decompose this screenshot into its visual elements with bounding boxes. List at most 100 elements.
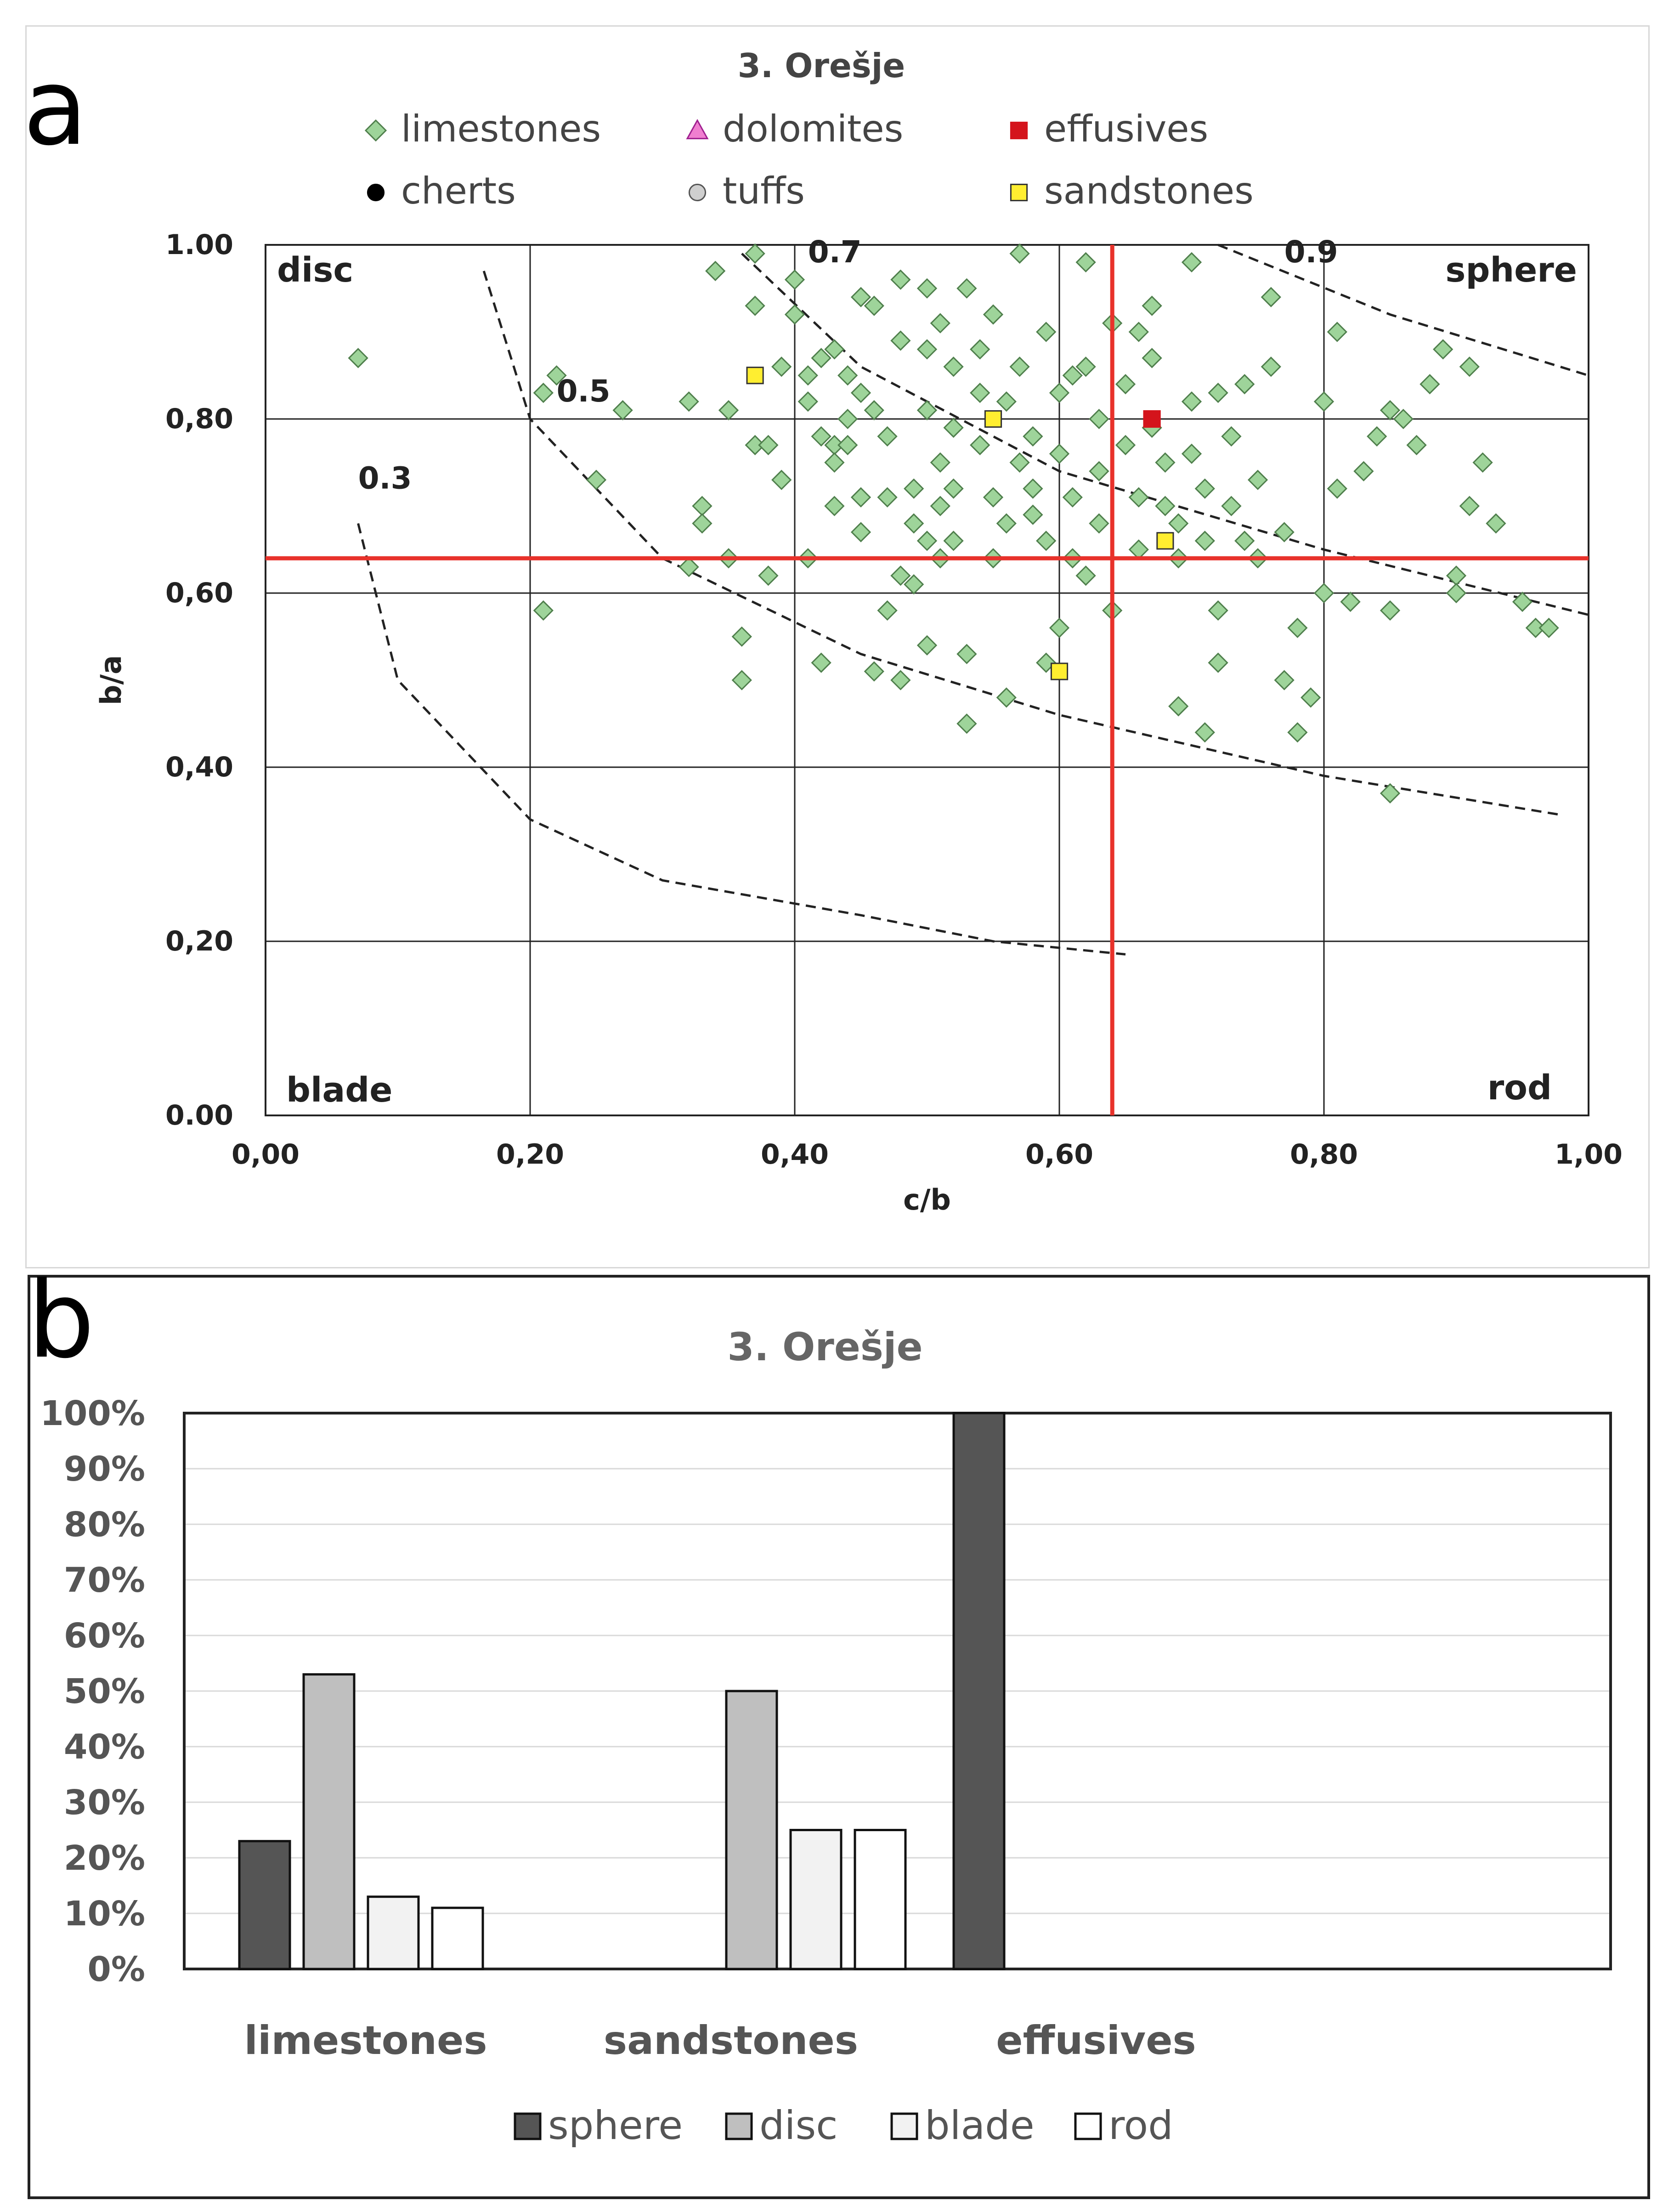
- legend-swatch-rod: [1074, 2112, 1102, 2140]
- sphericity-label: 0.7: [808, 234, 862, 270]
- point-limestones: [1009, 452, 1030, 473]
- point-limestones: [1075, 565, 1096, 586]
- point-limestones: [1023, 478, 1043, 499]
- point-limestones: [890, 269, 911, 290]
- point-limestones: [837, 365, 858, 386]
- point-limestones: [996, 391, 1017, 412]
- point-limestones: [1327, 322, 1347, 342]
- point-limestones: [1313, 391, 1335, 412]
- legend-label-effusives: effusives: [1044, 107, 1208, 150]
- bar-rod-limestones: [431, 1907, 484, 1970]
- point-limestones: [916, 339, 938, 360]
- y-tick-label: 1.00: [165, 229, 233, 261]
- legend-label-dolomites: dolomites: [723, 107, 903, 150]
- legend-swatch-disc: [725, 2112, 753, 2140]
- quadrant-label-rod: rod: [1487, 1068, 1552, 1108]
- sphericity-curve: [1217, 243, 1589, 377]
- point-limestones: [1287, 722, 1308, 743]
- point-limestones: [824, 496, 845, 516]
- point-limestones: [1247, 470, 1268, 490]
- point-sandstones: [746, 367, 764, 385]
- legend-swatch-blade: [890, 2112, 918, 2140]
- point-limestones: [1234, 374, 1255, 395]
- y-tick-label: 80%: [64, 1505, 145, 1544]
- point-limestones: [797, 365, 818, 386]
- point-limestones: [1459, 356, 1480, 377]
- point-limestones: [692, 513, 713, 534]
- point-limestones: [1353, 461, 1374, 481]
- sphericity-curve: [482, 271, 1562, 816]
- y-tick-label: 0,60: [165, 577, 233, 609]
- point-limestones: [1194, 722, 1215, 743]
- point-limestones: [1380, 400, 1401, 421]
- point-limestones: [1194, 531, 1215, 551]
- y-tick-label: 10%: [64, 1894, 145, 1934]
- point-limestones: [758, 435, 779, 455]
- point-limestones: [996, 687, 1017, 708]
- point-limestones: [1512, 591, 1533, 612]
- point-limestones: [1301, 687, 1321, 708]
- bar-sphere-effusives: [952, 1412, 1006, 1970]
- x-axis-label: c/b: [903, 1183, 951, 1216]
- y-tick-label: 50%: [64, 1672, 145, 1711]
- point-limestones: [1313, 583, 1335, 604]
- point-limestones: [1221, 426, 1242, 447]
- point-limestones: [850, 487, 871, 508]
- point-limestones: [1089, 461, 1109, 481]
- point-limestones: [1340, 591, 1361, 612]
- category-label: sandstones: [604, 2018, 858, 2064]
- point-limestones: [586, 470, 607, 490]
- legend-label-cherts: cherts: [401, 170, 516, 212]
- point-limestones: [1261, 356, 1281, 377]
- point-limestones: [1446, 583, 1467, 604]
- point-limestones: [1274, 522, 1295, 543]
- point-effusives: [1143, 410, 1161, 428]
- bar-disc-limestones: [302, 1673, 356, 1970]
- plot-area: [265, 244, 1589, 1116]
- legend-marker-dolomites: [686, 119, 709, 140]
- point-limestones: [1089, 513, 1109, 534]
- category-label: effusives: [996, 2018, 1196, 2064]
- point-limestones: [916, 531, 938, 551]
- sphericity-label: 0.5: [557, 373, 611, 409]
- point-limestones: [1168, 696, 1189, 717]
- point-limestones: [1142, 295, 1162, 316]
- point-limestones: [930, 496, 950, 516]
- legend-marker-sandstones: [1010, 183, 1028, 202]
- point-limestones: [916, 278, 938, 299]
- point-limestones: [1075, 356, 1096, 377]
- panel-a: 3. Orešje limestones dolomites effusives che…: [25, 25, 1650, 1268]
- point-limestones: [956, 644, 977, 664]
- point-limestones: [1380, 600, 1401, 621]
- point-limestones: [890, 670, 911, 690]
- x-tick-label: 0,20: [496, 1138, 564, 1171]
- legend-label-disc: disc: [759, 2103, 838, 2149]
- point-limestones: [1089, 408, 1109, 430]
- point-limestones: [1128, 322, 1149, 342]
- point-limestones: [758, 565, 779, 586]
- point-limestones: [970, 435, 990, 455]
- point-limestones: [943, 417, 964, 438]
- point-limestones: [877, 600, 898, 621]
- point-limestones: [1274, 670, 1295, 690]
- sphericity-label: 0.9: [1284, 234, 1338, 270]
- point-limestones: [1036, 322, 1057, 342]
- shape-bar-chart: 3. Orešje 0% 10% 20% 30% 40% 50% 60% 70% 80% 90% 10…: [40, 1324, 1612, 2149]
- point-limestones: [1009, 356, 1030, 377]
- y-tick-label: 0,80: [165, 403, 233, 435]
- point-limestones: [943, 356, 964, 377]
- legend-label-tuffs: tuffs: [723, 170, 805, 212]
- legend-label-limestones: limestones: [401, 107, 601, 150]
- point-limestones: [943, 531, 964, 551]
- quadrant-label-blade: blade: [286, 1070, 392, 1110]
- point-limestones: [811, 652, 831, 673]
- point-limestones: [1420, 374, 1440, 395]
- point-limestones: [797, 391, 818, 412]
- point-limestones: [1115, 435, 1136, 455]
- point-limestones: [731, 626, 752, 647]
- point-limestones: [996, 513, 1017, 534]
- point-limestones: [1367, 426, 1387, 447]
- quadrant-label-sphere: sphere: [1445, 250, 1577, 290]
- point-limestones: [1075, 252, 1096, 273]
- point-limestones: [705, 260, 726, 281]
